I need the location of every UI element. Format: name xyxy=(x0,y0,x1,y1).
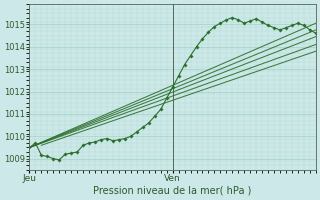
X-axis label: Pression niveau de la mer( hPa ): Pression niveau de la mer( hPa ) xyxy=(93,186,252,196)
